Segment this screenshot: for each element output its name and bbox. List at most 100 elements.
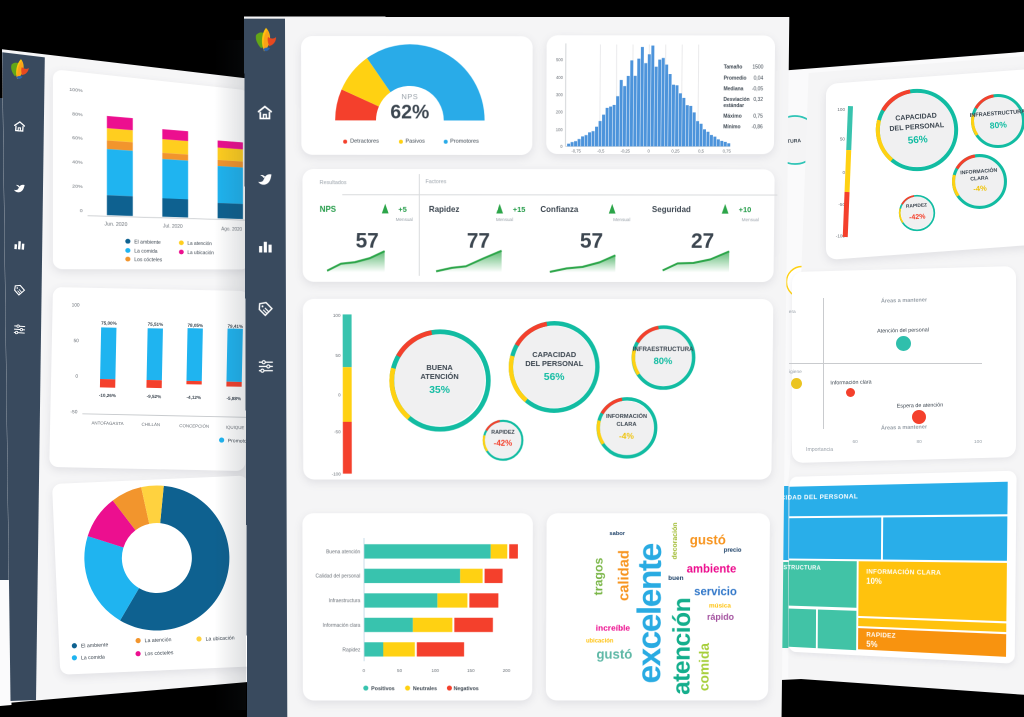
svg-text:100: 100 bbox=[71, 302, 79, 308]
svg-text:Promedio: Promedio bbox=[724, 76, 747, 82]
svg-text:1500: 1500 bbox=[752, 65, 763, 71]
svg-text:Los cócteles: Los cócteles bbox=[134, 258, 162, 263]
svg-text:-0,05: -0,05 bbox=[752, 86, 764, 92]
svg-text:Calidad del personal: Calidad del personal bbox=[315, 574, 360, 580]
svg-text:50: 50 bbox=[335, 353, 340, 358]
svg-text:Mensual: Mensual bbox=[742, 217, 759, 222]
svg-text:La comida: La comida bbox=[134, 249, 157, 255]
svg-text:Neutrales: Neutrales bbox=[413, 686, 437, 692]
svg-text:TURA: TURA bbox=[787, 138, 802, 145]
svg-text:400: 400 bbox=[556, 75, 564, 80]
svg-text:Mínimo: Mínimo bbox=[723, 124, 740, 130]
svg-text:Tamaño: Tamaño bbox=[724, 65, 743, 71]
svg-text:estándar: estándar bbox=[723, 103, 744, 109]
svg-text:-0,25: -0,25 bbox=[621, 149, 631, 154]
svg-text:Confianza: Confianza bbox=[540, 205, 578, 214]
svg-text:27: 27 bbox=[691, 230, 714, 253]
svg-text:CONCEPCIÓN: CONCEPCIÓN bbox=[179, 423, 209, 429]
svg-text:Buena atención: Buena atención bbox=[326, 549, 360, 555]
svg-text:-0,86: -0,86 bbox=[751, 124, 763, 130]
svg-text:Máximo: Máximo bbox=[723, 114, 742, 120]
svg-text:Jul. 2020: Jul. 2020 bbox=[163, 224, 183, 230]
svg-text:0: 0 bbox=[75, 374, 78, 380]
svg-text:+5: +5 bbox=[398, 205, 406, 214]
svg-text:100: 100 bbox=[556, 127, 564, 132]
svg-text:Positivos: Positivos bbox=[371, 686, 394, 692]
svg-text:50: 50 bbox=[73, 338, 79, 344]
svg-text:CHILLÁN: CHILLÁN bbox=[141, 422, 160, 427]
svg-text:Mensual: Mensual bbox=[613, 217, 630, 222]
svg-text:0: 0 bbox=[338, 392, 341, 397]
svg-text:Jun. 2020: Jun. 2020 bbox=[105, 222, 128, 228]
svg-text:Mensual: Mensual bbox=[396, 217, 413, 222]
svg-text:0: 0 bbox=[648, 149, 651, 154]
svg-text:La atención: La atención bbox=[187, 241, 212, 246]
svg-text:Mediana: Mediana bbox=[723, 86, 743, 92]
svg-text:100: 100 bbox=[837, 107, 845, 112]
svg-text:-0,75: -0,75 bbox=[571, 148, 581, 153]
svg-text:500: 500 bbox=[556, 57, 564, 62]
svg-text:NPS: NPS bbox=[320, 205, 337, 214]
svg-text:Rapidez: Rapidez bbox=[429, 205, 459, 214]
svg-text:ANTOFAGASTA: ANTOFAGASTA bbox=[91, 420, 123, 426]
svg-text:-5,88%: -5,88% bbox=[226, 396, 241, 401]
svg-text:Negativos: Negativos bbox=[454, 686, 479, 692]
svg-text:200: 200 bbox=[556, 109, 564, 114]
svg-text:-50: -50 bbox=[70, 409, 77, 415]
svg-text:77: 77 bbox=[467, 230, 490, 253]
svg-text:-50: -50 bbox=[838, 202, 845, 207]
svg-text:0: 0 bbox=[842, 170, 845, 175]
svg-text:Infraestructura: Infraestructura bbox=[329, 598, 361, 604]
svg-text:Seguridad: Seguridad bbox=[652, 205, 691, 214]
svg-text:El ambiente: El ambiente bbox=[81, 642, 109, 649]
svg-text:150: 150 bbox=[467, 668, 475, 673]
svg-text:78,05%: 78,05% bbox=[187, 323, 203, 328]
svg-text:Ago. 2020: Ago. 2020 bbox=[221, 227, 242, 233]
svg-text:79,41%: 79,41% bbox=[227, 324, 243, 329]
svg-text:0: 0 bbox=[560, 144, 563, 149]
svg-text:75,51%: 75,51% bbox=[147, 322, 163, 327]
svg-text:Promotore: Promotore bbox=[228, 438, 252, 444]
svg-text:0,75: 0,75 bbox=[753, 114, 763, 120]
svg-text:-9,52%: -9,52% bbox=[146, 394, 161, 399]
svg-text:50: 50 bbox=[840, 137, 846, 142]
svg-text:Desviación: Desviación bbox=[723, 97, 749, 103]
svg-text:40%: 40% bbox=[72, 160, 83, 166]
svg-text:0,32: 0,32 bbox=[753, 97, 763, 103]
svg-text:57: 57 bbox=[580, 230, 603, 253]
svg-text:-10,26%: -10,26% bbox=[99, 393, 116, 398]
svg-text:Información clara: Información clara bbox=[323, 623, 361, 629]
svg-text:IQUIQUE: IQUIQUE bbox=[226, 425, 245, 430]
svg-text:+15: +15 bbox=[513, 205, 526, 214]
svg-text:-4,12%: -4,12% bbox=[186, 395, 201, 400]
svg-text:El ambiente: El ambiente bbox=[134, 240, 161, 246]
svg-text:0,5: 0,5 bbox=[698, 149, 704, 154]
svg-text:-0,5: -0,5 bbox=[597, 148, 605, 153]
svg-text:75,00%: 75,00% bbox=[101, 321, 117, 326]
svg-text:-50: -50 bbox=[334, 429, 341, 434]
svg-text:-100: -100 bbox=[836, 234, 846, 239]
svg-text:Mensual: Mensual bbox=[496, 217, 513, 222]
svg-text:La atención: La atención bbox=[145, 637, 172, 644]
svg-text:100: 100 bbox=[333, 313, 341, 318]
svg-text:0: 0 bbox=[363, 668, 366, 673]
svg-text:0,04: 0,04 bbox=[754, 76, 764, 82]
svg-text:Los cócteles: Los cócteles bbox=[144, 650, 173, 657]
svg-text:La comida: La comida bbox=[81, 654, 105, 661]
svg-text:20%: 20% bbox=[72, 184, 83, 190]
svg-text:100%: 100% bbox=[69, 87, 83, 94]
svg-text:0,75: 0,75 bbox=[723, 149, 732, 154]
svg-text:Rapidez: Rapidez bbox=[342, 647, 360, 653]
svg-text:80%: 80% bbox=[72, 111, 83, 117]
svg-text:0: 0 bbox=[80, 208, 83, 214]
svg-text:200: 200 bbox=[503, 668, 511, 673]
svg-text:57: 57 bbox=[356, 230, 379, 253]
svg-text:-100: -100 bbox=[332, 471, 341, 476]
svg-text:La ubicación: La ubicación bbox=[187, 251, 214, 256]
svg-text:300: 300 bbox=[556, 92, 564, 97]
svg-text:60%: 60% bbox=[72, 136, 83, 142]
svg-text:100: 100 bbox=[431, 668, 439, 673]
svg-text:La ubicación: La ubicación bbox=[205, 635, 234, 642]
svg-text:50: 50 bbox=[397, 668, 402, 673]
svg-text:0,25: 0,25 bbox=[671, 149, 680, 154]
